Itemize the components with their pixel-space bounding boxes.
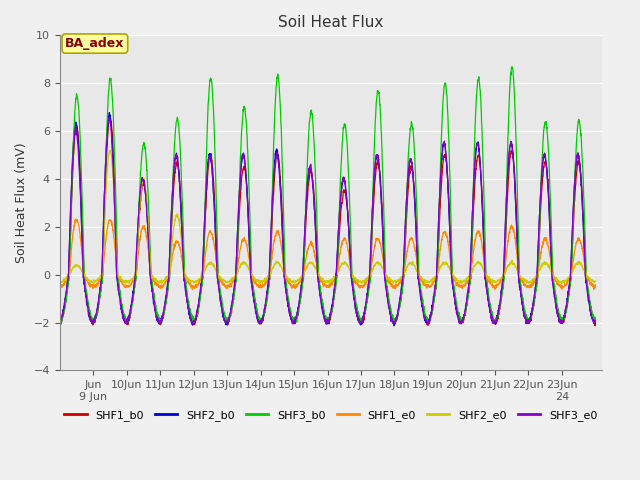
Y-axis label: Soil Heat Flux (mV): Soil Heat Flux (mV)	[15, 143, 28, 263]
SHF2_b0	[360, 312, 368, 318]
SHF2_e0	[360, 278, 368, 284]
SHF3_b0	[225, 317, 233, 323]
SHF3_b0	[520, 300, 527, 306]
SHF1_b0	[106, 112, 114, 118]
SHF3_e0	[225, 316, 233, 322]
SHF3_b0	[109, 111, 117, 117]
Line: SHF1_b0: SHF1_b0	[60, 115, 595, 326]
SHF3_e0	[520, 307, 527, 312]
SHF3_e0	[106, 114, 114, 120]
SHF1_b0	[520, 302, 527, 308]
SHF1_e0	[584, 277, 592, 283]
SHF3_e0	[591, 318, 599, 324]
Line: SHF3_b0: SHF3_b0	[60, 67, 595, 324]
SHF3_e0	[360, 312, 367, 318]
SHF1_e0	[360, 284, 368, 289]
SHF3_b0	[508, 64, 516, 70]
Line: SHF2_b0: SHF2_b0	[60, 113, 595, 325]
SHF1_b0	[489, 316, 497, 322]
SHF1_b0	[109, 157, 117, 163]
SHF3_b0	[56, 319, 63, 324]
SHF1_e0	[109, 230, 117, 236]
SHF1_b0	[225, 319, 233, 324]
SHF1_b0	[390, 323, 398, 329]
SHF3_e0	[109, 174, 117, 180]
SHF3_e0	[584, 293, 592, 299]
SHF2_b0	[584, 295, 592, 300]
SHF2_b0	[109, 170, 117, 176]
SHF3_e0	[424, 322, 431, 328]
Line: SHF2_e0: SHF2_e0	[60, 150, 595, 284]
SHF2_b0	[56, 319, 63, 324]
SHF3_e0	[489, 320, 497, 325]
SHF2_e0	[107, 147, 115, 153]
SHF2_e0	[109, 181, 117, 187]
Text: BA_adex: BA_adex	[65, 37, 125, 50]
SHF1_b0	[56, 319, 63, 325]
SHF1_e0	[520, 279, 527, 285]
Title: Soil Heat Flux: Soil Heat Flux	[278, 15, 383, 30]
SHF3_b0	[324, 321, 332, 327]
SHF2_e0	[56, 280, 63, 286]
SHF2_b0	[489, 320, 497, 325]
Legend: SHF1_b0, SHF2_b0, SHF3_b0, SHF1_e0, SHF2_e0, SHF3_e0: SHF1_b0, SHF2_b0, SHF3_b0, SHF1_e0, SHF2…	[60, 406, 602, 425]
SHF3_b0	[591, 318, 599, 324]
SHF2_e0	[591, 278, 599, 284]
SHF2_e0	[256, 281, 264, 287]
SHF2_e0	[225, 278, 233, 284]
SHF1_e0	[489, 285, 497, 290]
SHF1_e0	[72, 216, 79, 222]
SHF1_e0	[591, 282, 599, 288]
SHF3_b0	[489, 312, 497, 318]
SHF2_b0	[106, 110, 113, 116]
SHF2_b0	[189, 322, 196, 328]
SHF2_e0	[520, 276, 527, 282]
SHF2_e0	[489, 278, 497, 284]
SHF1_b0	[360, 313, 367, 319]
SHF3_e0	[56, 319, 63, 325]
SHF1_b0	[584, 288, 592, 294]
SHF1_e0	[56, 283, 63, 289]
Line: SHF1_e0: SHF1_e0	[60, 219, 595, 289]
SHF2_e0	[584, 274, 592, 279]
SHF1_b0	[591, 320, 599, 326]
SHF1_e0	[189, 287, 196, 292]
SHF1_e0	[225, 282, 233, 288]
SHF3_b0	[360, 313, 367, 319]
SHF3_b0	[584, 288, 592, 293]
SHF2_b0	[520, 308, 527, 313]
Line: SHF3_e0: SHF3_e0	[60, 117, 595, 325]
SHF2_b0	[591, 318, 599, 324]
SHF2_b0	[225, 314, 233, 320]
